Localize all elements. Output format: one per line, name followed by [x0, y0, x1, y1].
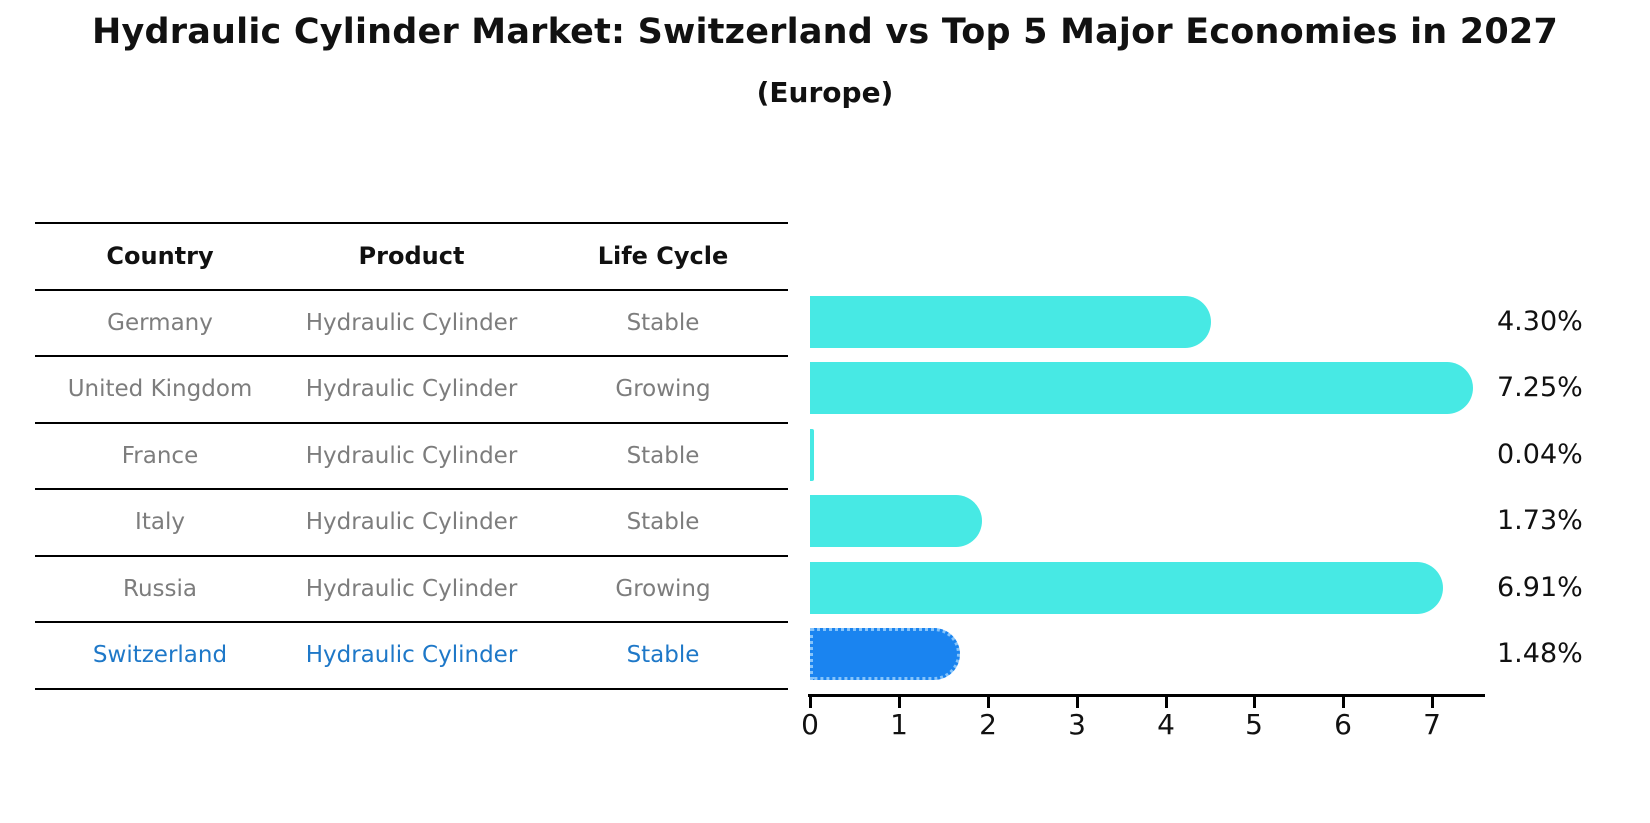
table-header-row: Country Product Life Cycle: [35, 222, 788, 289]
x-axis-tick: [1076, 697, 1079, 708]
product-cell: Hydraulic Cylinder: [305, 575, 518, 602]
column-header-product: Product: [358, 242, 465, 271]
bar-row-switzerland: 1.48%: [810, 628, 1650, 680]
x-axis-tick: [1253, 697, 1256, 708]
x-axis-tick: [1165, 697, 1168, 708]
x-axis-tick-label: 4: [1157, 708, 1175, 741]
country-cell: Italy: [135, 509, 185, 536]
x-axis-tick: [809, 697, 812, 708]
table-row-italy: Italy Hydraulic Cylinder Stable: [35, 488, 788, 555]
bar-germany: [810, 296, 1211, 348]
table-row-united-kingdom: United Kingdom Hydraulic Cylinder Growin…: [35, 355, 788, 422]
bar-france: [810, 429, 814, 481]
table-row-france: France Hydraulic Cylinder Stable: [35, 421, 788, 489]
product-cell: Hydraulic Cylinder: [305, 509, 518, 536]
x-axis-tick-label: 2: [979, 708, 997, 741]
life-cycle-cell: Stable: [626, 309, 700, 336]
bar-row-russia: 6.91%: [810, 562, 1650, 614]
product-cell: Hydraulic Cylinder: [305, 376, 518, 403]
country-info-table: Country Product Life Cycle Germany Hydra…: [35, 222, 788, 690]
table-row-russia: Russia Hydraulic Cylinder Growing: [35, 554, 788, 622]
page-title: Hydraulic Cylinder Market: Switzerland v…: [91, 12, 1559, 52]
column-header-country: Country: [106, 242, 214, 271]
table-row-germany: Germany Hydraulic Cylinder Stable: [35, 288, 788, 356]
country-cell: France: [121, 442, 199, 469]
table-row-switzerland: Switzerland Hydraulic Cylinder Stable: [35, 621, 788, 690]
product-cell: Hydraulic Cylinder: [305, 442, 518, 469]
bar-row-united-kingdom: 7.25%: [810, 362, 1650, 414]
value-label: 4.30%: [1497, 306, 1583, 337]
bar-row-france: 0.04%: [810, 429, 1650, 481]
bar-switzerland-highlighted: [810, 628, 960, 680]
x-axis-tick-label: 0: [801, 708, 819, 741]
column-header-life-cycle: Life Cycle: [597, 242, 729, 271]
x-axis-tick-label: 6: [1334, 708, 1352, 741]
country-cell: United Kingdom: [67, 376, 253, 403]
x-axis-tick-label: 3: [1068, 708, 1086, 741]
bar-row-germany: 4.30%: [810, 296, 1650, 348]
life-cycle-cell: Growing: [615, 376, 711, 403]
x-axis-tick: [1431, 697, 1434, 708]
country-cell: Russia: [123, 575, 197, 602]
value-label: 1.48%: [1497, 638, 1583, 669]
bar-italy: [810, 495, 982, 547]
x-axis-tick: [898, 697, 901, 708]
x-axis-tick-label: 5: [1245, 708, 1263, 741]
life-cycle-cell: Stable: [626, 509, 700, 536]
x-axis-tick-label: 7: [1423, 708, 1441, 741]
product-cell: Hydraulic Cylinder: [305, 309, 518, 336]
value-label: 1.73%: [1497, 505, 1583, 536]
bar-row-italy: 1.73%: [810, 495, 1650, 547]
bar-united-kingdom: [810, 362, 1474, 414]
life-cycle-cell: Growing: [615, 575, 711, 602]
x-axis-tick: [987, 697, 990, 708]
value-label: 7.25%: [1497, 372, 1583, 403]
page-subtitle: (Europe): [756, 76, 894, 109]
country-cell: Switzerland: [92, 642, 228, 669]
x-axis-line: [808, 694, 1485, 697]
product-cell: Hydraulic Cylinder: [305, 642, 518, 669]
value-label: 0.04%: [1497, 439, 1583, 470]
x-axis-tick: [1342, 697, 1345, 708]
bar-russia: [810, 562, 1443, 614]
life-cycle-cell: Stable: [626, 642, 700, 669]
country-cell: Germany: [107, 309, 213, 336]
value-label: 6.91%: [1497, 572, 1583, 603]
life-cycle-cell: Stable: [626, 442, 700, 469]
x-axis-tick-label: 1: [890, 708, 908, 741]
